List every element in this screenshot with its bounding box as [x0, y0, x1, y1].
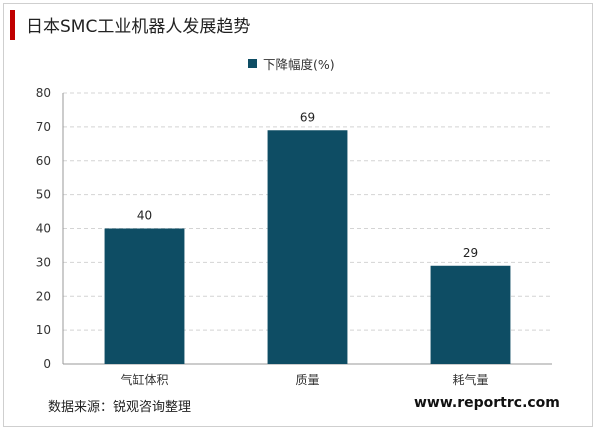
legend-label: 下降幅度(%) [263, 57, 335, 72]
page-title: 日本SMC工业机器人发展趋势 [26, 17, 251, 37]
data-source-note: 数据来源：锐观咨询整理 [48, 400, 192, 415]
legend-swatch [248, 59, 257, 68]
y-tick-label: 40 [36, 222, 51, 236]
x-tick-label: 气缸体积 [120, 372, 168, 387]
bar [430, 265, 511, 364]
title-accent-bar [10, 10, 15, 40]
y-tick-label: 60 [36, 154, 51, 168]
y-tick-label: 50 [36, 188, 51, 202]
data-label: 69 [300, 110, 315, 124]
y-tick-label: 20 [36, 289, 51, 303]
y-tick-label: 0 [43, 357, 51, 371]
y-tick-label: 80 [36, 86, 51, 100]
website-url: www.reportrc.com [414, 395, 560, 411]
data-label: 40 [137, 209, 152, 223]
bar [267, 130, 348, 364]
y-tick-label: 30 [36, 255, 51, 269]
x-tick-label: 质量 [295, 373, 319, 387]
x-tick-label: 耗气量 [452, 372, 488, 387]
y-tick-label: 10 [36, 323, 51, 337]
bar [104, 228, 185, 364]
y-tick-label: 70 [36, 120, 51, 134]
data-label: 29 [463, 246, 478, 260]
chart-legend: 下降幅度(%) [248, 54, 335, 73]
